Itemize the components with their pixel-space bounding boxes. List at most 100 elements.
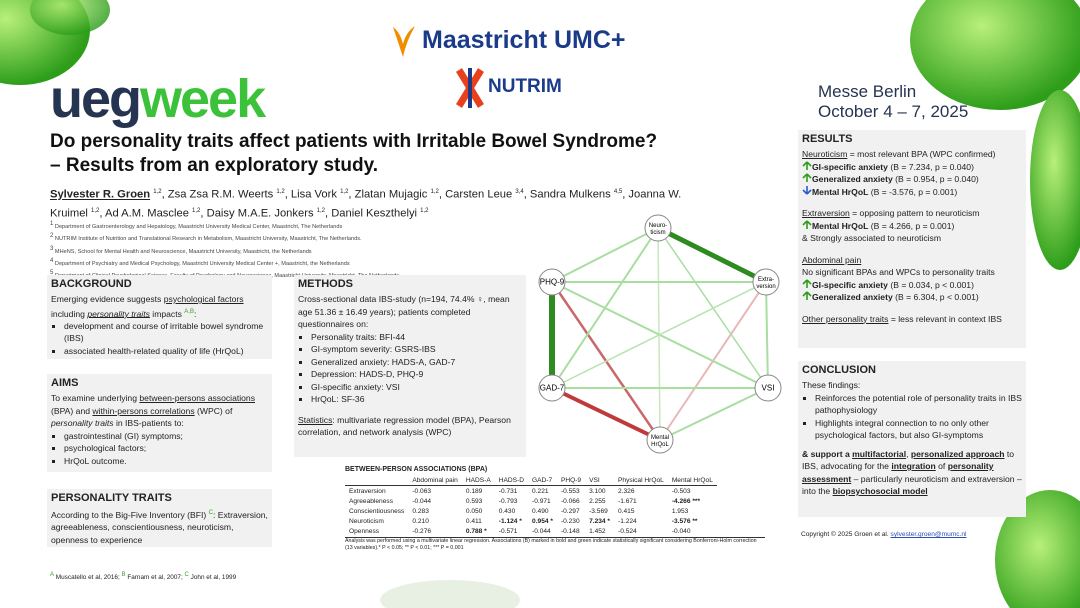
- text: Emerging evidence suggests: [51, 294, 162, 304]
- text: Statistics: multivariate regression mode…: [298, 414, 522, 439]
- arrow-icon: [802, 278, 812, 288]
- table-cell: -0.971: [532, 497, 551, 505]
- author-sup: 1,2: [153, 189, 162, 195]
- table-cell: 1.953: [671, 507, 689, 515]
- text: biopsychosocial model: [832, 486, 928, 496]
- text: Neuroticism: [802, 149, 848, 159]
- bullet: Reinforces the potential role of persona…: [815, 392, 1022, 417]
- text: multifactorial: [852, 448, 907, 459]
- table-cell: -0.571: [498, 527, 518, 535]
- reference-text: John et al, 1999: [190, 574, 237, 582]
- author-name: Sandra Mulkens: [529, 188, 611, 201]
- reference-text: Muscatello et al, 2016;: [55, 574, 120, 582]
- email[interactable]: sylvester.groen@mumc.nl: [890, 531, 967, 538]
- result-item: Generalized anxiety (B = 6.304, p < 0.00…: [802, 291, 1022, 304]
- venue: Messe Berlin: [818, 82, 917, 101]
- node-label: Neuro-: [649, 223, 667, 229]
- author-sup: 1,2: [316, 207, 325, 214]
- institute: NUTRIM: [488, 76, 562, 97]
- node-label: HrQoL: [651, 442, 669, 448]
- node-label: VSI: [762, 384, 775, 393]
- table-row: Extraversion -0.063 0.189 -0.731 0.221 -0.553…: [345, 486, 717, 497]
- table-cell: 0.221: [532, 487, 549, 495]
- table-cell: -0.148: [560, 527, 580, 535]
- row-label: Extraversion: [349, 487, 386, 495]
- result-bold: Generalized anxiety: [812, 292, 893, 302]
- affiliation-text: Department of Gastroenterology and Hepat…: [54, 223, 343, 230]
- bullets: development and course of irritable bowe…: [51, 320, 268, 358]
- edge: [659, 387, 769, 441]
- author-name: Sylvester R. Groen: [50, 188, 151, 201]
- node: [538, 374, 566, 402]
- node: [752, 268, 780, 296]
- author-sup: 1,2: [340, 189, 349, 195]
- result-item: Mental HrQoL (B = 4.266, p = 0.001): [802, 219, 1022, 233]
- table-cell: 0.788 *: [465, 527, 487, 535]
- result-item: GI-specific anxiety (B = 0.034, p < 0.00…: [802, 278, 1022, 292]
- affiliation-text: MHeNS, School for Mental Health and Neur…: [54, 248, 312, 255]
- text: Other personality traits: [802, 313, 889, 324]
- table-cell: -3.576 **: [671, 517, 698, 525]
- text: & support a: [802, 448, 850, 459]
- text: impacts: [152, 308, 182, 319]
- table-cell: 0.050: [465, 507, 483, 515]
- heading: CONCLUSION: [802, 364, 876, 376]
- affiliation: 1 Department of Gastroenterology and Hep…: [50, 220, 530, 232]
- table-cell: 0.954 *: [532, 517, 553, 525]
- text: personalized approach: [910, 448, 1005, 459]
- table-row: Conscientiousness 0.283 0.050 0.430 0.490 -0.…: [345, 506, 717, 516]
- author-sup: 1,2: [420, 207, 429, 214]
- table-cell: 0.210: [412, 517, 429, 525]
- text: integration: [891, 461, 936, 471]
- title-line: – Results from an exploratory study.: [50, 155, 379, 176]
- author-sup: 1,2: [91, 207, 100, 214]
- table-cell: 0.283: [412, 507, 429, 515]
- bullet: HrQoL outcome.: [64, 455, 268, 468]
- node-label: ticism: [650, 230, 665, 236]
- heading: METHODS: [298, 278, 353, 290]
- table-cell: -4.266 ***: [671, 497, 701, 505]
- column-header: Abdominal pain: [408, 476, 462, 486]
- text: According to the Big-Five Inventory (BFI…: [51, 509, 207, 520]
- text: in IBS-patients to:: [115, 418, 184, 428]
- reference-sup: B: [121, 572, 126, 578]
- reference-sup: A: [50, 572, 55, 578]
- bullet: Highlights integral connection to no onl…: [815, 417, 1022, 442]
- text: & support a multifactorial, personalized…: [802, 448, 1022, 497]
- author-name: Zlatan Mujagic: [354, 188, 428, 201]
- table-cell: 0.411: [465, 517, 482, 525]
- author-name: Zsa Zsa R.M. Weerts: [167, 188, 274, 201]
- node-label: Extra-: [758, 277, 774, 283]
- title: Do personality traits affect patients wi…: [50, 130, 657, 178]
- table-row: Neuroticism 0.210 0.411 -1.124 * 0.954 * -0.2…: [345, 516, 717, 526]
- table-cell: -0.063: [412, 487, 432, 495]
- text: (WPC) of: [197, 405, 233, 416]
- text: Extraversion: [802, 208, 850, 218]
- bullet: associated health-related quality of lif…: [64, 345, 268, 358]
- affiliation-sup: 4: [50, 258, 54, 265]
- sup: A,B: [184, 308, 194, 315]
- author-sup: 3,4: [515, 189, 524, 195]
- arrow: [802, 185, 812, 195]
- methods-section: METHODS Cross-sectional data IBS-study (…: [294, 275, 526, 457]
- node: [644, 214, 672, 242]
- column-header: Mental HrQoL: [667, 476, 717, 486]
- text: = opposing pattern to neuroticism: [852, 208, 980, 218]
- footer: Copyright © 2025 Groen et al. sylvester.…: [801, 531, 967, 538]
- node: [538, 268, 566, 296]
- affiliation: 3 MHeNS, School for Mental Health and Ne…: [50, 245, 530, 257]
- heading: PERSONALITY TRAITS: [51, 492, 172, 504]
- table-cell: 1.452: [589, 527, 606, 535]
- author-sup: 1,2: [430, 189, 439, 195]
- result-item: Mental HrQoL (B = -3.576, p = 0.001): [802, 185, 1022, 199]
- event-a: ueg: [50, 69, 142, 129]
- table-cell: 0.415: [618, 507, 635, 515]
- header-cell: [345, 476, 409, 486]
- bullet: GI-specific anxiety: VSI: [311, 381, 522, 394]
- text: personality assessment: [802, 461, 994, 484]
- table-cell: -0.503: [671, 487, 691, 495]
- text: According to the Big-Five Inventory (BFI…: [51, 509, 268, 545]
- institution: Maastricht UMC+: [422, 26, 626, 54]
- sup: C: [208, 510, 213, 516]
- authors: Sylvester R. Groen 1,2, Zsa Zsa R.M. Wee…: [50, 188, 682, 220]
